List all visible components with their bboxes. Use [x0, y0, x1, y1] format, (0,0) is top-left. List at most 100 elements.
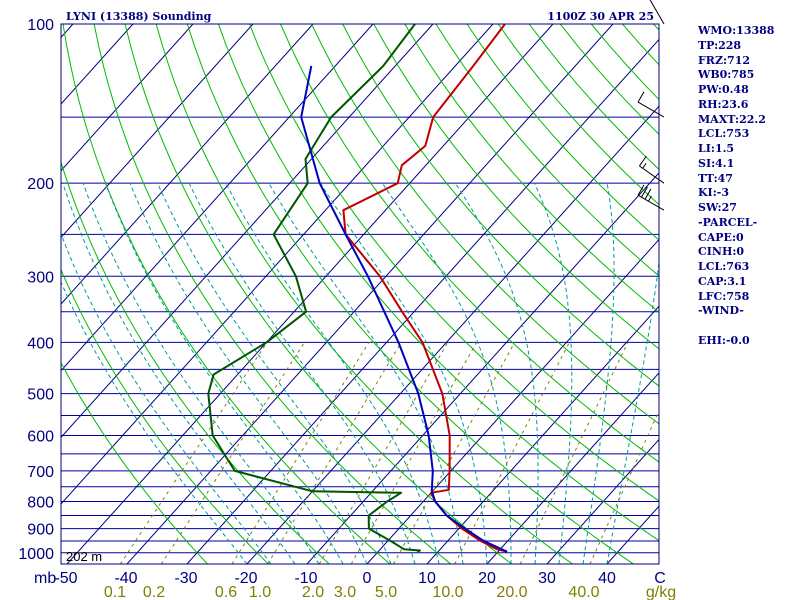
index-value: -PARCEL-	[698, 215, 758, 229]
valid-time: 1100Z 30 APR 25	[547, 10, 654, 23]
pressure-unit-label: mb	[34, 570, 56, 587]
isotherm-line	[426, 305, 659, 564]
mixing-ratio-line	[267, 342, 402, 564]
isotherm-line	[186, 38, 659, 564]
pressure-tick-label: 600	[27, 428, 54, 445]
mixing-ratio-tick-label: 0.2	[143, 584, 165, 600]
sounding-trace	[207, 24, 421, 553]
index-value: TP:228	[698, 38, 742, 52]
mixing-ratio-tick-label: 40.0	[568, 584, 599, 600]
pressure-tick-label: 500	[27, 387, 54, 404]
dry-adiabat-line	[217, 24, 659, 542]
moist-adiabat-line	[61, 232, 272, 564]
moist-adiabat-line	[582, 183, 615, 564]
temperature-tick-label: 40	[598, 570, 616, 587]
dry-adiabat-lines	[61, 24, 659, 564]
mixing-ratio-tick-label: 5.0	[375, 584, 397, 600]
dry-adiabat-line	[373, 24, 659, 350]
surface-elevation-label: 202 m	[66, 549, 102, 564]
dry-adiabat-line	[342, 24, 659, 387]
dry-adiabat-line	[124, 24, 513, 564]
index-value: WB0:785	[698, 68, 755, 82]
moist-adiabat-line	[606, 259, 659, 564]
index-value: LFC:758	[698, 289, 750, 303]
mixing-ratio-line	[589, 409, 659, 564]
wind-barb-half-feather	[642, 163, 647, 169]
temperature-tick-label: -50	[54, 570, 77, 587]
moist-adiabat-line	[225, 182, 440, 564]
dry-adiabat-line	[186, 24, 634, 564]
moist-adiabat-line	[454, 182, 539, 564]
sounding-trace	[300, 65, 508, 553]
mixing-ratio-line	[318, 342, 449, 564]
index-value: CAP:3.1	[698, 274, 747, 288]
mixing-ratio-tick-label: 10.0	[432, 584, 463, 600]
wind-barb	[639, 165, 665, 184]
temperature-tick-label: -30	[174, 570, 197, 587]
wind-barb-feather	[637, 91, 645, 103]
dry-adiabat-line	[435, 24, 659, 277]
moist-adiabat-line	[320, 182, 488, 564]
isotherm-line	[246, 105, 659, 564]
dry-adiabat-line	[61, 268, 269, 564]
moist-adiabat-line	[129, 183, 368, 564]
temperature-tick-label: 0	[363, 570, 372, 587]
mixing-ratio-tick-label: 1.0	[249, 584, 271, 600]
index-value: KI:-3	[698, 186, 729, 200]
plot-frame	[60, 23, 660, 565]
pressure-tick-label: 200	[27, 176, 54, 193]
isotherm-line	[546, 438, 659, 564]
index-value: CINH:0	[698, 245, 745, 259]
pressure-tick-label: 300	[27, 269, 54, 286]
dry-adiabat-line	[249, 24, 659, 502]
mixing-ratio-line	[350, 342, 478, 564]
mixing-ratio-line	[393, 342, 516, 564]
pressure-tick-label: 800	[27, 495, 54, 512]
temperature-tick-label: -20	[234, 570, 257, 587]
moist-adiabat-line	[188, 182, 416, 564]
dry-adiabat-line	[311, 24, 659, 425]
dry-adiabat-line	[62, 24, 391, 564]
mixing-ratio-tick-label: 20.0	[496, 584, 527, 600]
wind-barb	[649, 0, 665, 25]
temperature-tick-label: 20	[478, 570, 496, 587]
dry-adiabat-line	[155, 24, 573, 564]
wind-barb-feather	[641, 186, 648, 198]
mixing-ratio-line	[160, 342, 305, 564]
pressure-tick-label: 400	[27, 335, 54, 352]
dry-adiabat-line	[404, 24, 659, 313]
isotherm-line	[486, 372, 659, 564]
index-value: LCL:753	[698, 127, 750, 141]
chart-title: LYNI (13388) Sounding	[66, 10, 212, 23]
index-value: RH:23.6	[698, 97, 749, 111]
isotherm-line	[61, 24, 434, 439]
isotherm-line	[61, 24, 374, 372]
moist-adiabat-line	[62, 183, 296, 564]
sounding-traces	[207, 24, 508, 553]
mixing-ratio-tick-label: 2.0	[302, 584, 324, 600]
temperature-tick-label: 30	[538, 570, 556, 587]
pressure-tick-label: 900	[27, 522, 54, 539]
wind-barb-half-feather	[647, 195, 652, 202]
index-value: FRZ:712	[698, 53, 751, 67]
moist-adiabat-line	[533, 182, 573, 564]
mixing-ratio-tick-label: g/kg	[646, 584, 676, 600]
temperature-tick-label: -10	[294, 570, 317, 587]
mixing-ratio-tick-label: 0.1	[104, 584, 126, 600]
index-value: PW:0.48	[698, 83, 749, 96]
mixing-ratio-tick-label: 3.0	[334, 584, 356, 600]
stability-indices-list: WMO:13388 TP:228 FRZ:712 WB0:785 PW:0.48 RH:2…	[698, 24, 774, 349]
dry-adiabat-line	[93, 24, 452, 564]
isotherm-lines	[61, 24, 659, 564]
isotherm-line	[366, 238, 659, 564]
pressure-tick-label: 700	[27, 464, 54, 481]
temperature-axis-labels: -50 -40 -30 -20 -10 0 10 20 30 40 C	[54, 570, 665, 587]
wind-barbs	[637, 0, 665, 211]
index-value: MAXT:22.2	[698, 112, 766, 126]
mixing-ratio-line	[119, 342, 268, 564]
index-value: SI:4.1	[698, 156, 735, 170]
wind-barb	[637, 194, 665, 211]
isotherm-line	[61, 24, 314, 305]
index-value	[698, 319, 774, 334]
moist-adiabat-line	[105, 183, 344, 564]
